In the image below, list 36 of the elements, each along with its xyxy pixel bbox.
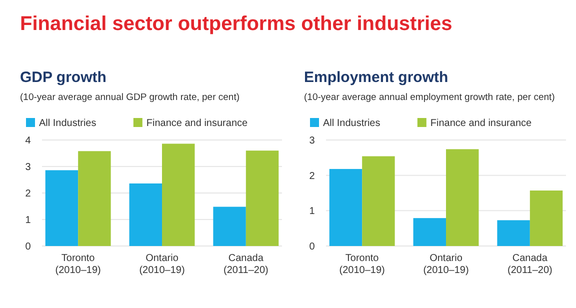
bar: [129, 183, 162, 246]
bar: [78, 151, 111, 246]
y-tick-label: 3: [25, 162, 32, 173]
x-tick-label: Toronto (2010–19): [339, 253, 385, 276]
bar: [497, 220, 530, 246]
legend-label: Finance and insurance: [146, 118, 248, 129]
chart-subtitle: (10-year average annual employment growth rate, per cent): [304, 92, 555, 103]
legend-label: Finance and insurance: [430, 118, 532, 129]
bar: [45, 170, 78, 246]
y-tick-label: 0: [309, 242, 316, 252]
x-tick-label: Ontario (2010–19): [139, 253, 185, 276]
bar: [413, 218, 446, 246]
y-tick-label: 4: [25, 136, 32, 146]
y-tick-label: 0: [25, 242, 32, 252]
bar: [446, 149, 479, 246]
bar: [162, 144, 195, 246]
chart-title: GDP growth: [20, 69, 106, 86]
bar: [246, 150, 279, 246]
chart-title: Employment growth: [304, 69, 448, 86]
bar: [530, 190, 563, 246]
y-tick-label: 2: [309, 170, 316, 182]
x-tick-label: Toronto (2010–19): [55, 253, 101, 276]
y-tick-label: 1: [25, 215, 32, 226]
bar: [213, 206, 246, 246]
text: Financial sector outperforms other industries: [20, 13, 452, 35]
bar: [362, 156, 395, 246]
x-tick-label: Canada (2011–20): [507, 253, 552, 276]
legend-label: All Industries: [323, 118, 380, 129]
y-tick-label: 3: [309, 136, 316, 146]
legend-label: All Industries: [39, 118, 96, 129]
x-tick-label: Ontario (2010–19): [423, 253, 469, 276]
x-tick-label: Canada (2011–20): [223, 253, 268, 276]
y-tick-label: 2: [25, 188, 32, 200]
chart-subtitle: (10-year average annual GDP growth rate, per cent): [20, 92, 240, 103]
bar: [329, 168, 362, 246]
y-tick-label: 1: [309, 206, 316, 218]
